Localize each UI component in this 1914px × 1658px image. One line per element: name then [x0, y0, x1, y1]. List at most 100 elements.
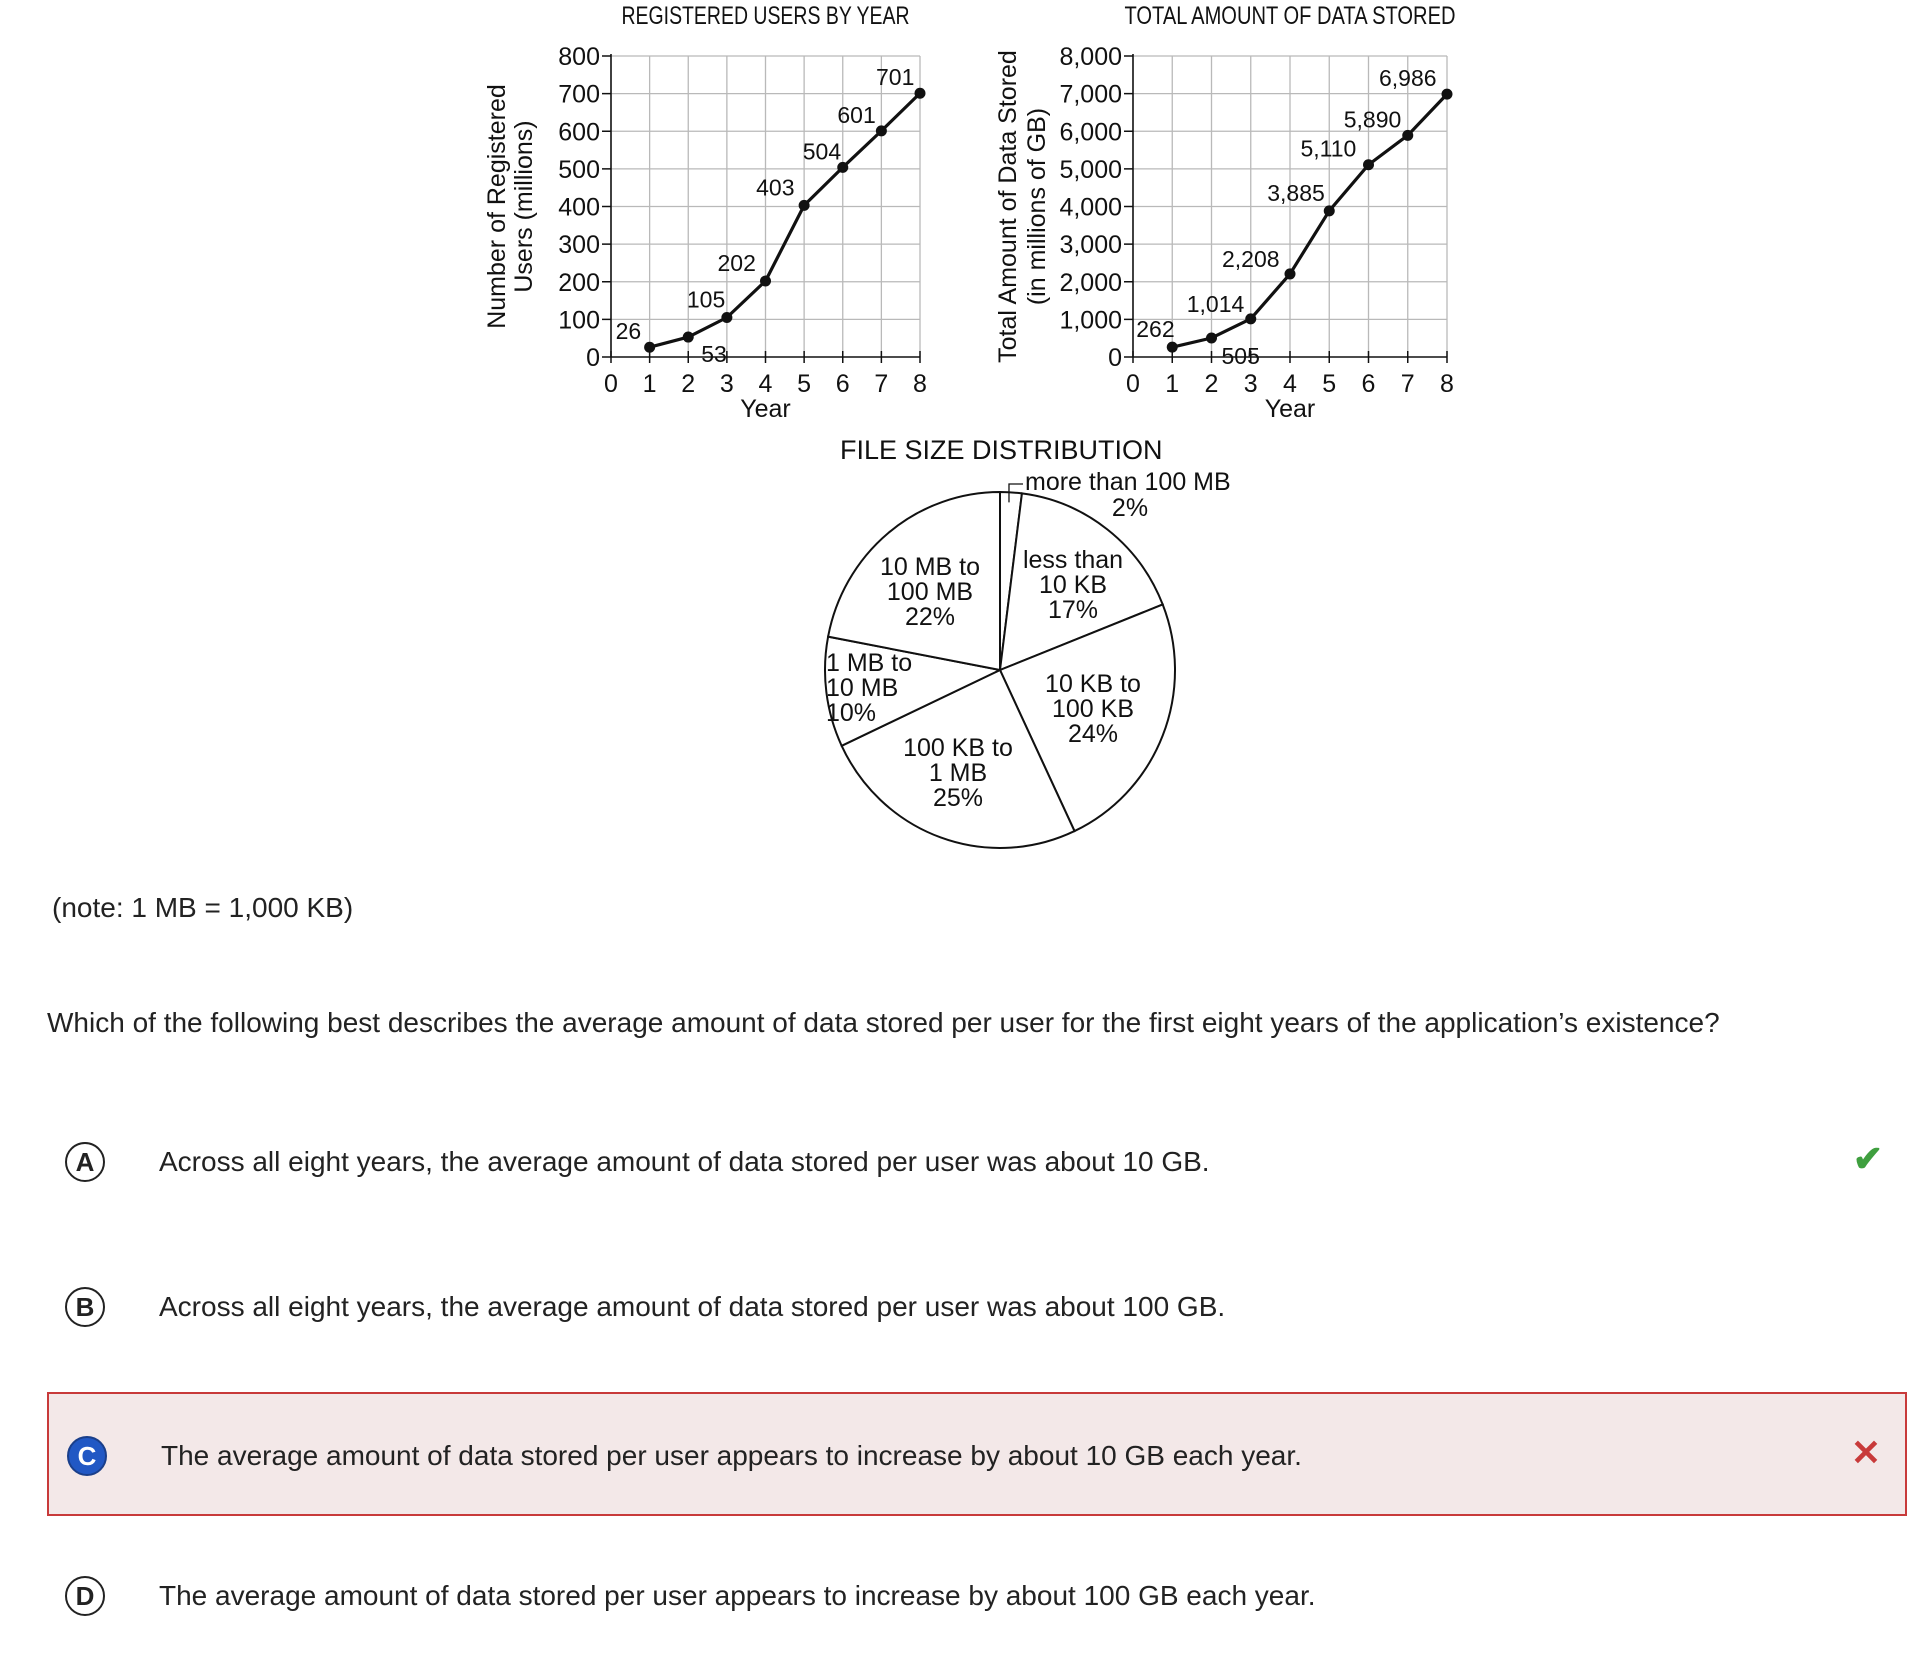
choice-c-text: The average amount of data stored per us… [161, 1440, 1302, 1471]
data-data-label: 1,014 [1187, 291, 1245, 317]
users-chart: REGISTERED USERS BY YEAR 0 100 200 300 400 500… [483, 2, 927, 423]
data-y-tick-label: 7,000 [1059, 81, 1122, 109]
users-chart-title: REGISTERED USERS BY YEAR [622, 2, 910, 30]
users-data-label: 105 [687, 286, 725, 312]
data-y-tick-label: 2,000 [1059, 269, 1122, 297]
users-x-tick-label: 1 [643, 370, 657, 398]
data-data-point [1245, 313, 1257, 325]
data-chart-title: TOTAL AMOUNT OF DATA STORED [1125, 2, 1456, 30]
data-x-tick-label: 3 [1244, 370, 1258, 398]
users-y-tick-label: 0 [586, 344, 600, 372]
users-y-axis-label: Users (millions) [510, 120, 538, 292]
users-data-label: 403 [756, 174, 794, 200]
choice-a-text: Across all eight years, the average amou… [159, 1146, 1210, 1177]
users-data-point [837, 161, 849, 173]
data-data-point [1402, 129, 1414, 141]
figure: REGISTERED USERS BY YEAR0100200300400500… [483, 2, 1456, 849]
users-x-tick-label: 2 [681, 370, 695, 398]
users-y-axis-label: Number of Registered [483, 84, 511, 329]
data-data-point [1166, 341, 1178, 353]
data-stored-chart: TOTAL AMOUNT OF DATA STORED 0 1,000 2,000 3,… [994, 2, 1456, 423]
pie-chart-title: FILE SIZE DISTRIBUTION [840, 435, 1163, 465]
users-data-label: 202 [718, 250, 756, 276]
users-data-point [875, 125, 887, 137]
data-x-tick-label: 2 [1205, 370, 1219, 398]
choice-b-text: Across all eight years, the average amou… [159, 1291, 1226, 1322]
data-x-tick-label: 6 [1362, 370, 1376, 398]
file-size-pie-chart: FILE SIZE DISTRIBUTION more than 100 MB2%… [824, 435, 1231, 849]
users-data-point [760, 275, 771, 287]
users-x-axis-label: Year [740, 395, 791, 423]
pie-slice [998, 603, 1176, 833]
pie-slice-label: 1 MB to [826, 649, 912, 677]
pie-leader-line [1008, 483, 1023, 503]
users-y-tick-label: 800 [558, 43, 600, 71]
data-data-label: 505 [1222, 343, 1260, 369]
users-x-tick-label: 3 [720, 370, 734, 398]
users-data-point [914, 87, 926, 99]
users-y-tick-label: 400 [558, 194, 600, 222]
users-x-tick-label: 7 [874, 370, 888, 398]
data-y-tick-label: 3,000 [1059, 231, 1122, 259]
pie-slice-label: 22% [905, 603, 955, 631]
question-text: Which of the following best describes th… [47, 1007, 1720, 1038]
data-data-point [1441, 88, 1453, 100]
pie-slice-label: 2% [1112, 494, 1148, 522]
data-data-label: 3,885 [1267, 180, 1325, 206]
users-y-tick-label: 300 [558, 231, 600, 259]
users-x-tick-label: 0 [604, 370, 618, 398]
users-x-tick-label: 5 [797, 370, 811, 398]
users-x-tick-label: 4 [759, 370, 773, 398]
choice-b[interactable]: B Across all eight years, the average am… [47, 1245, 1907, 1369]
choice-d-text: The average amount of data stored per us… [159, 1580, 1316, 1611]
data-data-point [1323, 205, 1335, 217]
users-data-point [682, 331, 694, 343]
pie-slice-label: more than 100 MB [1025, 468, 1231, 496]
data-data-label: 5,110 [1301, 136, 1357, 162]
data-x-tick-label: 4 [1283, 370, 1297, 398]
users-data-label: 504 [803, 138, 842, 164]
pie-slice [840, 668, 1076, 849]
users-y-tick-label: 600 [558, 118, 600, 146]
pie-slice [998, 492, 1165, 672]
pie-slice [824, 635, 1004, 748]
data-series-line [1171, 93, 1449, 349]
choice-a-letter: A [65, 1142, 105, 1182]
users-series-line [649, 92, 922, 349]
data-x-tick-label: 1 [1165, 370, 1179, 398]
choice-c[interactable]: C The average amount of data stored per … [47, 1392, 1907, 1516]
data-data-point [1284, 268, 1296, 280]
choice-a[interactable]: A Across all eight years, the average am… [47, 1100, 1907, 1224]
data-data-point [1363, 159, 1374, 171]
data-x-tick-label: 8 [1440, 370, 1454, 398]
pie-slice-label: 1 MB [929, 759, 987, 787]
users-data-label: 701 [876, 64, 914, 90]
users-data-point [644, 341, 656, 353]
x-mark-icon: ✕ [1850, 1432, 1881, 1473]
data-data-label: 2,208 [1222, 246, 1280, 272]
data-x-tick-label: 5 [1322, 370, 1336, 398]
pie-slice-label: 100 KB [1052, 695, 1134, 723]
users-y-tick-label: 700 [558, 81, 600, 109]
choice-d[interactable]: D The average amount of data stored per … [47, 1534, 1907, 1658]
note-text: (note: 1 MB = 1,000 KB) [52, 892, 354, 923]
users-x-tick-label: 6 [836, 370, 850, 398]
pie-slice-label: 25% [933, 784, 983, 812]
data-y-axis-label: Total Amount of Data Stored [994, 50, 1022, 363]
data-y-tick-label: 0 [1108, 344, 1122, 372]
choice-b-letter: B [65, 1287, 105, 1327]
pie-slice-label: 10 KB [1039, 571, 1107, 599]
data-y-tick-label: 4,000 [1059, 194, 1122, 222]
pie-slice-label: 10 KB to [1045, 670, 1141, 698]
data-x-tick-label: 7 [1401, 370, 1415, 398]
data-y-tick-label: 6,000 [1059, 118, 1122, 146]
data-y-tick-label: 5,000 [1059, 156, 1122, 184]
pie-slice [826, 490, 1001, 672]
data-data-point [1206, 332, 1217, 344]
pie-slice-label: less than [1023, 546, 1123, 574]
checkmark-icon: ✔ [1852, 1138, 1883, 1179]
data-y-tick-label: 8,000 [1059, 43, 1122, 71]
choice-d-letter: D [65, 1576, 105, 1616]
users-y-tick-label: 500 [558, 156, 600, 184]
pie-slice-label: 24% [1068, 720, 1118, 748]
